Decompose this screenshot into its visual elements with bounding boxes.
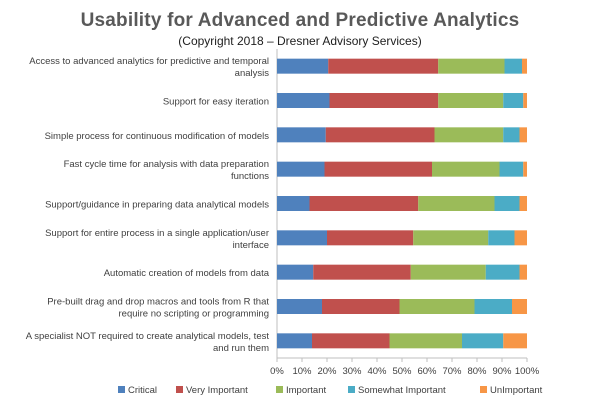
category-label: Fast cycle time for analysis with data p… bbox=[64, 159, 269, 170]
bar-segment-somewhat-important bbox=[488, 230, 515, 246]
legend-label: UnImportant bbox=[490, 385, 543, 396]
legend-label: Somewhat Important bbox=[358, 385, 446, 396]
bar-segment-critical bbox=[277, 264, 314, 280]
x-tick-label: 10% bbox=[292, 366, 312, 377]
category-label: Support for entire process in a single a… bbox=[45, 228, 269, 239]
chart-subtitle: (Copyright 2018 – Dresner Advisory Servi… bbox=[178, 34, 422, 48]
bar-segment-unimportant bbox=[514, 230, 527, 246]
x-tick-label: 50% bbox=[392, 366, 412, 377]
legend-swatch bbox=[480, 386, 487, 393]
bar-segment-critical bbox=[277, 230, 327, 246]
bar-segment-somewhat-important bbox=[494, 196, 520, 211]
bar-segment-very-important bbox=[325, 127, 435, 143]
bar-segment-somewhat-important bbox=[499, 161, 524, 177]
bar-segment-critical bbox=[277, 196, 310, 211]
category-label: Automatic creation of models from data bbox=[104, 268, 270, 279]
category-label: Support for easy iteration bbox=[163, 97, 269, 108]
category-label: require no scripting or programming bbox=[119, 309, 269, 320]
bar-segment-critical bbox=[277, 299, 322, 314]
bar-segment-very-important bbox=[327, 230, 414, 246]
category-label: interface bbox=[233, 240, 269, 251]
category-label: Simple process for continuous modificati… bbox=[45, 131, 270, 142]
legend-swatch bbox=[118, 386, 125, 393]
bar-segment-important bbox=[389, 333, 462, 349]
bar-segment-very-important bbox=[324, 161, 432, 177]
bar-segment-somewhat-important bbox=[474, 299, 512, 314]
chart-title: Usability for Advanced and Predictive An… bbox=[80, 10, 520, 31]
bar-segment-somewhat-important bbox=[462, 333, 504, 349]
bar-segment-somewhat-important bbox=[485, 264, 520, 280]
bar-segment-important bbox=[438, 58, 505, 74]
x-tick-label: 80% bbox=[467, 366, 487, 377]
bar-segment-critical bbox=[277, 161, 325, 177]
bar-segment-unimportant bbox=[522, 58, 527, 74]
legend-swatch bbox=[176, 386, 183, 393]
bar-segment-very-important bbox=[309, 196, 419, 211]
bar-segment-unimportant bbox=[523, 93, 527, 108]
bar-segment-very-important bbox=[329, 93, 439, 108]
category-label: analysis bbox=[235, 68, 270, 79]
legend-swatch bbox=[348, 386, 355, 393]
bar-segment-somewhat-important bbox=[503, 93, 524, 108]
bar-segment-important bbox=[434, 127, 504, 143]
x-tick-label: 60% bbox=[417, 366, 437, 377]
bar-segment-very-important bbox=[312, 333, 390, 349]
legend-label: Very Important bbox=[186, 385, 248, 396]
x-tick-label: 100% bbox=[515, 366, 540, 377]
bar-segment-unimportant bbox=[523, 161, 527, 177]
bar-segment-somewhat-important bbox=[504, 58, 522, 74]
bar-segment-unimportant bbox=[519, 127, 527, 143]
bar-segment-important bbox=[432, 161, 500, 177]
x-tick-label: 40% bbox=[367, 366, 387, 377]
category-label: and run them bbox=[213, 343, 269, 354]
x-tick-label: 20% bbox=[317, 366, 337, 377]
legend-swatch bbox=[276, 386, 283, 393]
x-tick-label: 90% bbox=[492, 366, 512, 377]
bar-segment-important bbox=[410, 264, 486, 280]
category-label: Support/guidance in preparing data analy… bbox=[45, 200, 269, 211]
bar-segment-critical bbox=[277, 127, 326, 143]
legend-label: Critical bbox=[128, 385, 157, 396]
bar-segment-important bbox=[413, 230, 489, 246]
bar-segment-important bbox=[399, 299, 475, 314]
x-tick-label: 0% bbox=[270, 366, 284, 377]
category-label: Access to advanced analytics for predict… bbox=[29, 56, 269, 67]
bar-segment-important bbox=[418, 196, 495, 211]
category-label: A specialist NOT required to create anal… bbox=[26, 331, 270, 342]
bar-segment-unimportant bbox=[512, 299, 527, 314]
category-label: functions bbox=[231, 171, 269, 182]
legend-label: Important bbox=[286, 385, 326, 396]
bar-segment-critical bbox=[277, 333, 312, 349]
bar-segment-critical bbox=[277, 58, 329, 74]
bar-segment-important bbox=[438, 93, 504, 108]
bar-segment-somewhat-important bbox=[503, 127, 520, 143]
bar-segment-very-important bbox=[322, 299, 400, 314]
bar-segment-critical bbox=[277, 93, 330, 108]
bar-segment-unimportant bbox=[503, 333, 527, 349]
bar-segment-very-important bbox=[328, 58, 439, 74]
bar-segment-very-important bbox=[313, 264, 411, 280]
x-tick-label: 30% bbox=[342, 366, 362, 377]
category-label: Pre-built drag and drop macros and tools… bbox=[47, 297, 269, 308]
x-tick-label: 70% bbox=[442, 366, 462, 377]
bar-segment-unimportant bbox=[519, 196, 527, 211]
bar-segment-unimportant bbox=[519, 264, 527, 280]
